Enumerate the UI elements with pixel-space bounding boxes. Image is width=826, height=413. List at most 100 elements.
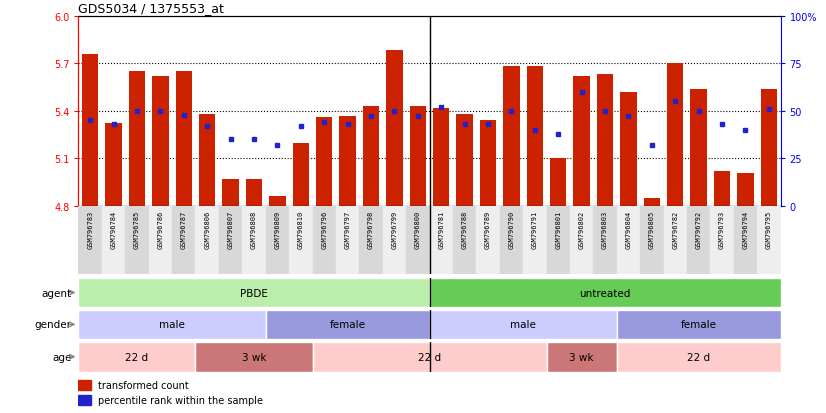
- Text: GSM796791: GSM796791: [532, 210, 538, 248]
- Bar: [196, 206, 219, 275]
- Text: GSM796809: GSM796809: [274, 210, 280, 248]
- Bar: [761, 89, 777, 206]
- Text: agent: agent: [41, 288, 72, 298]
- Bar: [292, 143, 309, 206]
- Text: 22 d: 22 d: [418, 352, 441, 362]
- Bar: [643, 199, 660, 206]
- Text: untreated: untreated: [579, 288, 631, 298]
- Bar: [359, 206, 382, 275]
- Text: 22 d: 22 d: [126, 352, 149, 362]
- Bar: [663, 206, 687, 275]
- Bar: [547, 342, 617, 372]
- Bar: [129, 72, 145, 206]
- Bar: [387, 51, 402, 206]
- Bar: [410, 107, 426, 206]
- Text: GSM796790: GSM796790: [509, 210, 515, 248]
- Text: PBDE: PBDE: [240, 288, 268, 298]
- Text: GSM796805: GSM796805: [649, 210, 655, 248]
- Text: age: age: [52, 352, 72, 362]
- Bar: [172, 206, 196, 275]
- Text: GSM796794: GSM796794: [743, 210, 748, 248]
- Bar: [312, 342, 547, 372]
- Bar: [78, 395, 91, 406]
- Bar: [339, 116, 356, 206]
- Bar: [126, 206, 149, 275]
- Bar: [570, 206, 593, 275]
- Text: 3 wk: 3 wk: [242, 352, 266, 362]
- Bar: [199, 115, 216, 206]
- Bar: [152, 77, 169, 206]
- Text: GSM796781: GSM796781: [439, 210, 444, 248]
- Text: GSM796807: GSM796807: [228, 210, 234, 248]
- Bar: [547, 206, 570, 275]
- Text: GSM796795: GSM796795: [766, 210, 771, 248]
- Bar: [196, 342, 312, 372]
- Bar: [78, 278, 430, 308]
- Bar: [336, 206, 359, 275]
- Text: GSM796797: GSM796797: [344, 210, 350, 248]
- Text: female: female: [330, 320, 366, 330]
- Text: GSM796786: GSM796786: [158, 210, 164, 248]
- Text: GSM796804: GSM796804: [625, 210, 631, 248]
- Bar: [433, 108, 449, 206]
- Bar: [78, 206, 102, 275]
- Text: GSM796793: GSM796793: [719, 210, 725, 248]
- Bar: [523, 206, 547, 275]
- Bar: [620, 93, 637, 206]
- Text: transformed count: transformed count: [98, 380, 189, 390]
- Text: GSM796784: GSM796784: [111, 210, 116, 248]
- Text: GSM796802: GSM796802: [579, 210, 585, 248]
- Bar: [597, 75, 613, 206]
- Bar: [453, 206, 477, 275]
- Bar: [477, 206, 500, 275]
- Bar: [617, 310, 781, 339]
- Bar: [82, 55, 98, 206]
- Bar: [733, 206, 757, 275]
- Bar: [593, 206, 617, 275]
- Bar: [500, 206, 523, 275]
- Bar: [312, 206, 336, 275]
- Bar: [176, 72, 192, 206]
- Text: GSM796798: GSM796798: [368, 210, 374, 248]
- Bar: [430, 310, 617, 339]
- Text: GSM796792: GSM796792: [695, 210, 701, 248]
- Bar: [78, 380, 91, 390]
- Text: GSM796799: GSM796799: [392, 210, 397, 248]
- Text: GSM796806: GSM796806: [204, 210, 210, 248]
- Text: GSM796789: GSM796789: [485, 210, 491, 248]
- Bar: [457, 115, 472, 206]
- Text: male: male: [159, 320, 185, 330]
- Text: GSM796796: GSM796796: [321, 210, 327, 248]
- Bar: [480, 121, 496, 206]
- Bar: [222, 180, 239, 206]
- Text: GSM796801: GSM796801: [555, 210, 561, 248]
- Bar: [617, 206, 640, 275]
- Text: male: male: [510, 320, 536, 330]
- Bar: [573, 77, 590, 206]
- Text: GSM796787: GSM796787: [181, 210, 187, 248]
- Text: GSM796803: GSM796803: [602, 210, 608, 248]
- Bar: [430, 278, 781, 308]
- Bar: [550, 159, 567, 206]
- Bar: [149, 206, 172, 275]
- Bar: [667, 64, 683, 206]
- Text: GSM796783: GSM796783: [88, 210, 93, 248]
- Text: 22 d: 22 d: [687, 352, 710, 362]
- Text: GSM796785: GSM796785: [134, 210, 140, 248]
- Text: GSM796788: GSM796788: [462, 210, 468, 248]
- Text: GSM796808: GSM796808: [251, 210, 257, 248]
- Bar: [687, 206, 710, 275]
- Bar: [78, 342, 196, 372]
- Text: GSM796782: GSM796782: [672, 210, 678, 248]
- Text: 3 wk: 3 wk: [569, 352, 594, 362]
- Bar: [316, 118, 332, 206]
- Bar: [363, 107, 379, 206]
- Bar: [710, 206, 733, 275]
- Bar: [503, 67, 520, 206]
- Bar: [106, 124, 121, 206]
- Text: female: female: [681, 320, 717, 330]
- Bar: [242, 206, 266, 275]
- Bar: [738, 173, 753, 206]
- Text: percentile rank within the sample: percentile rank within the sample: [98, 395, 263, 405]
- Bar: [102, 206, 126, 275]
